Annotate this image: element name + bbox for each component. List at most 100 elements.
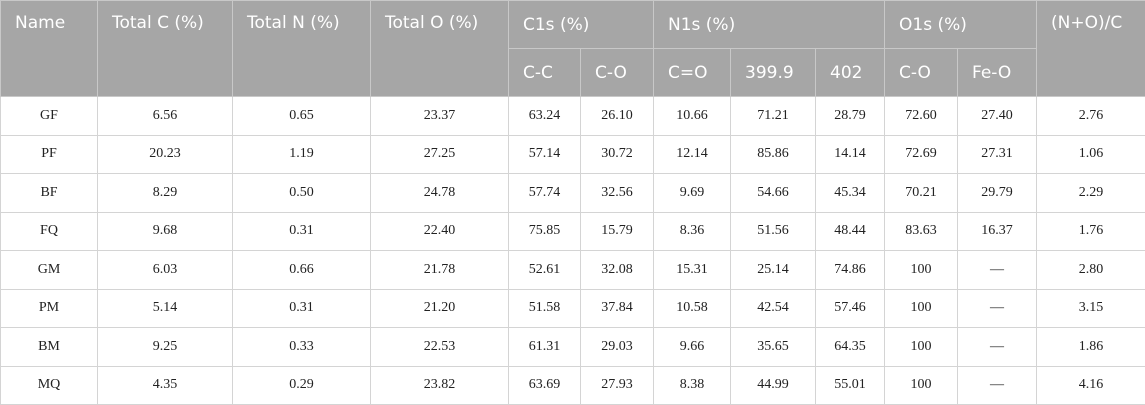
cell: 57.74: [509, 174, 581, 213]
cell: 21.20: [371, 289, 509, 328]
cell: 21.78: [371, 251, 509, 290]
cell: 42.54: [731, 289, 816, 328]
row-name: BF: [1, 174, 98, 213]
cell: 100: [885, 251, 958, 290]
cell: 9.66: [654, 328, 731, 367]
cell: 57.14: [509, 135, 581, 174]
row-name: PM: [1, 289, 98, 328]
column-header: Total N (%): [233, 1, 371, 97]
cell: 0.33: [233, 328, 371, 367]
cell: 71.21: [731, 97, 816, 136]
cell: 32.56: [581, 174, 654, 213]
cell: 63.69: [509, 366, 581, 405]
cell: 9.69: [654, 174, 731, 213]
sub-column-header: 399.9: [731, 49, 816, 97]
cell: 52.61: [509, 251, 581, 290]
cell: 29.79: [958, 174, 1037, 213]
cell: 8.29: [98, 174, 233, 213]
column-header: N1s (%): [654, 1, 885, 49]
cell: 0.31: [233, 212, 371, 251]
cell: 10.66: [654, 97, 731, 136]
cell: 1.19: [233, 135, 371, 174]
cell: 72.60: [885, 97, 958, 136]
cell: 57.46: [816, 289, 885, 328]
cell: 8.36: [654, 212, 731, 251]
cell: 72.69: [885, 135, 958, 174]
cell: 75.85: [509, 212, 581, 251]
cell: 28.79: [816, 97, 885, 136]
column-header: O1s (%): [885, 1, 1037, 49]
cell: —: [958, 289, 1037, 328]
cell: 2.76: [1037, 97, 1145, 136]
cell: 35.65: [731, 328, 816, 367]
cell: 1.76: [1037, 212, 1145, 251]
cell: 0.65: [233, 97, 371, 136]
sub-column-header: C-O: [581, 49, 654, 97]
cell: 85.86: [731, 135, 816, 174]
sub-column-header: Fe-O: [958, 49, 1037, 97]
cell: 9.25: [98, 328, 233, 367]
row-name: BM: [1, 328, 98, 367]
column-header: Name: [1, 1, 98, 97]
cell: —: [958, 328, 1037, 367]
cell: 16.37: [958, 212, 1037, 251]
cell: 44.99: [731, 366, 816, 405]
cell: 0.50: [233, 174, 371, 213]
cell: 32.08: [581, 251, 654, 290]
sub-column-header: C-C: [509, 49, 581, 97]
sub-column-header: C=O: [654, 49, 731, 97]
cell: 29.03: [581, 328, 654, 367]
cell: 25.14: [731, 251, 816, 290]
cell: 100: [885, 328, 958, 367]
column-header: Total C (%): [98, 1, 233, 97]
cell: 23.82: [371, 366, 509, 405]
column-header: (N+O)/C: [1037, 1, 1145, 97]
cell: 70.21: [885, 174, 958, 213]
cell: 1.86: [1037, 328, 1145, 367]
cell: 22.40: [371, 212, 509, 251]
cell: 5.14: [98, 289, 233, 328]
row-name: MQ: [1, 366, 98, 405]
cell: 8.38: [654, 366, 731, 405]
row-name: GF: [1, 97, 98, 136]
cell: 51.56: [731, 212, 816, 251]
cell: 0.66: [233, 251, 371, 290]
cell: 61.31: [509, 328, 581, 367]
cell: 27.93: [581, 366, 654, 405]
cell: 27.25: [371, 135, 509, 174]
cell: 54.66: [731, 174, 816, 213]
cell: 64.35: [816, 328, 885, 367]
cell: 4.35: [98, 366, 233, 405]
cell: 63.24: [509, 97, 581, 136]
cell: 6.56: [98, 97, 233, 136]
cell: 9.68: [98, 212, 233, 251]
cell: 27.31: [958, 135, 1037, 174]
cell: 37.84: [581, 289, 654, 328]
cell: 10.58: [654, 289, 731, 328]
cell: 3.15: [1037, 289, 1145, 328]
cell: 30.72: [581, 135, 654, 174]
cell: 23.37: [371, 97, 509, 136]
row-name: GM: [1, 251, 98, 290]
cell: 100: [885, 366, 958, 405]
cell: 6.03: [98, 251, 233, 290]
cell: 27.40: [958, 97, 1037, 136]
cell: 1.06: [1037, 135, 1145, 174]
row-name: PF: [1, 135, 98, 174]
cell: 2.80: [1037, 251, 1145, 290]
cell: 4.16: [1037, 366, 1145, 405]
cell: 20.23: [98, 135, 233, 174]
cell: 55.01: [816, 366, 885, 405]
cell: 83.63: [885, 212, 958, 251]
cell: 12.14: [654, 135, 731, 174]
